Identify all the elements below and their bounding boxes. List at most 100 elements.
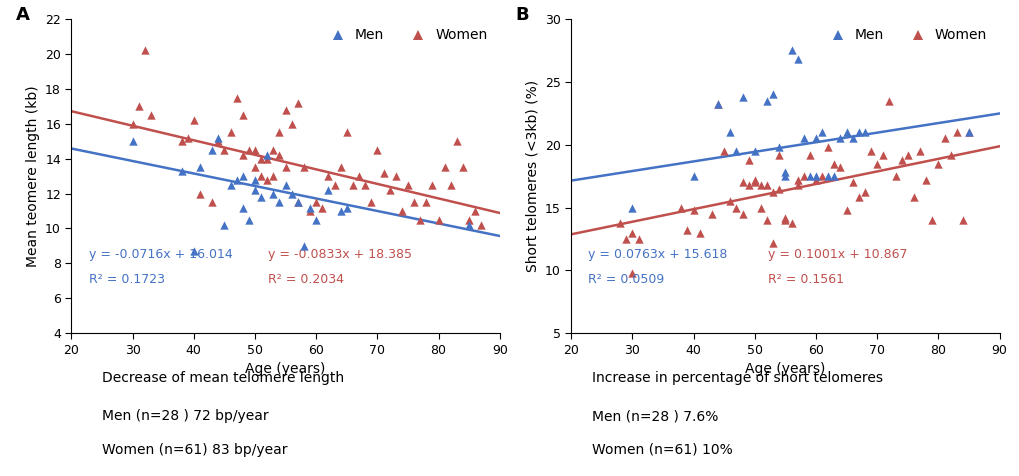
Point <box>296 242 312 250</box>
Point <box>179 134 196 141</box>
Point <box>611 219 628 227</box>
Point <box>344 181 361 188</box>
Point <box>740 181 756 188</box>
Text: R² = 0.1723: R² = 0.1723 <box>89 273 164 286</box>
Point <box>406 198 422 206</box>
Point <box>436 164 452 171</box>
Text: Women (n=61) 10%: Women (n=61) 10% <box>591 443 732 456</box>
Point <box>369 146 385 154</box>
Point <box>960 129 976 136</box>
Point <box>758 216 774 224</box>
Point <box>265 146 281 154</box>
Point <box>862 147 878 155</box>
Point <box>801 172 817 180</box>
Point <box>715 147 732 155</box>
Point <box>776 172 793 180</box>
Point <box>734 210 750 218</box>
Point <box>752 181 768 188</box>
Point <box>856 129 872 136</box>
Point <box>728 204 744 211</box>
Point <box>283 190 300 198</box>
Point <box>375 169 391 177</box>
Text: R² = 0.0509: R² = 0.0509 <box>588 273 664 286</box>
Point <box>265 172 281 180</box>
Point <box>880 97 897 105</box>
Text: Men (n=28 ) 7.6%: Men (n=28 ) 7.6% <box>591 409 717 423</box>
Point <box>338 204 355 211</box>
Point <box>259 155 275 162</box>
Text: B: B <box>515 7 529 24</box>
Point <box>412 216 428 224</box>
Point <box>740 156 756 164</box>
Point <box>271 198 287 206</box>
Point <box>709 101 726 109</box>
Point <box>461 221 477 229</box>
Point <box>271 129 287 136</box>
Point <box>856 188 872 196</box>
Point <box>770 151 787 159</box>
Point <box>320 186 336 194</box>
Point <box>758 97 774 105</box>
Y-axis label: Mean teomere length (kb): Mean teomere length (kb) <box>25 85 40 267</box>
Point <box>363 198 379 206</box>
Point <box>253 155 269 162</box>
Point <box>935 135 952 142</box>
Point <box>838 129 854 136</box>
Point <box>247 186 263 194</box>
Point <box>247 164 263 171</box>
Point <box>283 120 300 128</box>
Point <box>789 176 805 184</box>
Point <box>424 181 440 188</box>
Point <box>387 172 404 180</box>
Point <box>473 221 489 229</box>
Point <box>929 160 946 168</box>
Point <box>234 151 251 159</box>
X-axis label: Age (years): Age (years) <box>246 362 325 376</box>
Point <box>289 99 306 107</box>
Point <box>137 47 153 54</box>
Point <box>783 47 799 54</box>
Point <box>204 198 220 206</box>
Point <box>746 147 762 155</box>
Point <box>795 135 811 142</box>
Point <box>923 216 940 224</box>
Point <box>734 93 750 101</box>
Point <box>271 151 287 159</box>
Point <box>314 204 330 211</box>
Point <box>679 227 695 234</box>
Point <box>770 185 787 192</box>
Point <box>222 129 238 136</box>
Point <box>905 194 921 201</box>
Point <box>825 160 842 168</box>
Point <box>320 172 336 180</box>
Point <box>783 219 799 227</box>
Point <box>454 164 471 171</box>
Point <box>332 207 348 215</box>
Point <box>691 229 707 237</box>
Text: y = -0.0716x + 16.014: y = -0.0716x + 16.014 <box>89 248 232 261</box>
Point <box>801 151 817 159</box>
Point <box>277 164 293 171</box>
Point <box>418 198 434 206</box>
Point <box>442 181 459 188</box>
Point <box>844 178 860 186</box>
Point <box>222 181 238 188</box>
Point <box>764 239 781 247</box>
Point <box>764 90 781 98</box>
Point <box>289 198 306 206</box>
Text: Decrease of mean telomere length: Decrease of mean telomere length <box>102 371 343 385</box>
Point <box>216 221 232 229</box>
Text: R² = 0.1561: R² = 0.1561 <box>767 273 844 286</box>
Point <box>124 138 141 145</box>
Point <box>351 172 367 180</box>
Point <box>467 207 483 215</box>
Point <box>807 172 823 180</box>
Point <box>703 210 719 218</box>
Point <box>887 172 903 180</box>
Point <box>624 229 640 237</box>
Point <box>795 172 811 180</box>
Point <box>899 151 915 159</box>
Text: y = 0.0763x + 15.618: y = 0.0763x + 15.618 <box>588 248 727 261</box>
Point <box>192 190 208 198</box>
Point <box>819 172 836 180</box>
